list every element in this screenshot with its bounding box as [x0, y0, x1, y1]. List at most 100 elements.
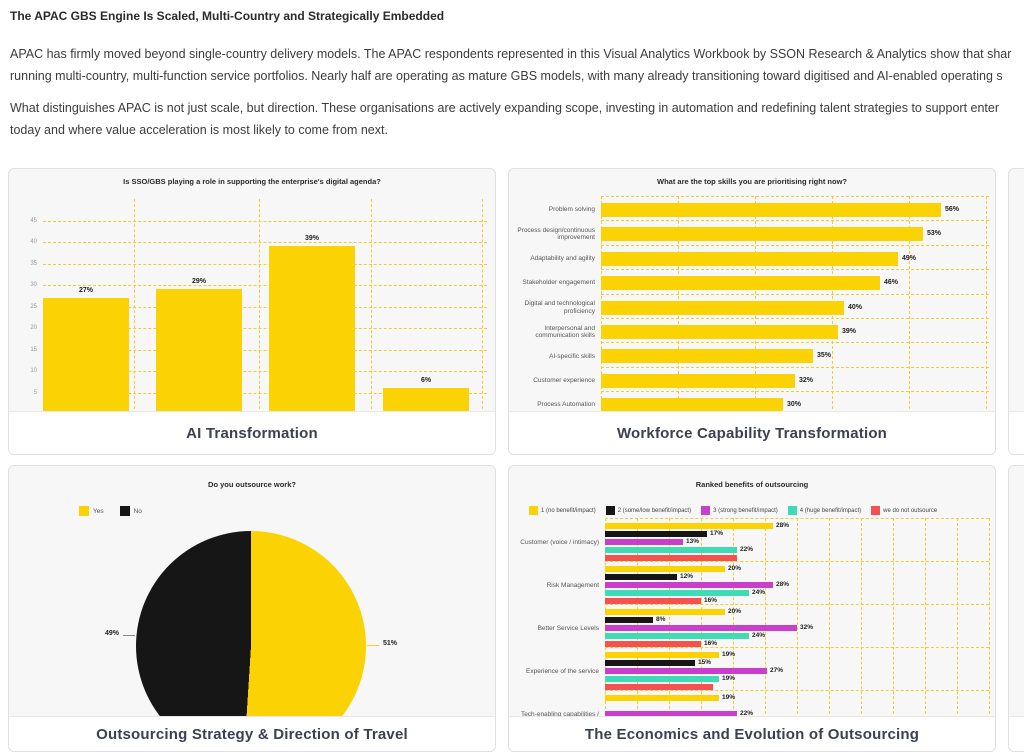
page-heading: The APAC GBS Engine Is Scaled, Multi-Cou… [10, 9, 445, 23]
bar[interactable] [605, 711, 737, 717]
bar[interactable] [605, 582, 773, 588]
category-label: Digital and technological proficiency [524, 300, 595, 315]
bar[interactable] [601, 300, 844, 315]
bar[interactable] [605, 566, 725, 572]
bar[interactable] [601, 276, 880, 291]
chart-title: What are the top skills you are prioriti… [656, 177, 848, 186]
bar-value-label: 39% [842, 328, 857, 335]
bar[interactable] [605, 676, 719, 682]
grid-line-v [893, 518, 894, 719]
category-label: Risk Management [546, 582, 599, 590]
bar[interactable] [605, 574, 677, 580]
bar-value-label: 53% [927, 230, 942, 238]
bar[interactable] [383, 388, 469, 414]
slice-value-label: 51% [383, 640, 398, 647]
bar[interactable] [605, 547, 737, 553]
chart-card-workforce-capability: What are the top skills you are prioriti… [508, 168, 996, 455]
pie-chart[interactable] [136, 531, 366, 719]
legend-item[interactable]: 3 (strong benefit/impact) [701, 506, 778, 515]
chart-card-partial-bottom-right [1008, 465, 1024, 752]
grid-line-h [601, 366, 989, 368]
grid-line-h [43, 306, 487, 308]
bar-value-label: 20% [728, 565, 742, 572]
legend-label: No [133, 507, 142, 515]
bar[interactable] [601, 398, 783, 413]
chart-card-ai-transformation: Is SSO/GBS playing a role in supporting … [8, 168, 496, 455]
bar[interactable] [269, 246, 355, 414]
bar-chart-digital-agenda: Is SSO/GBS playing a role in supporting … [9, 169, 495, 414]
bar-value-label: 6% [420, 377, 432, 384]
bar[interactable] [605, 684, 713, 690]
bar[interactable] [605, 590, 749, 596]
bar-value-label: 46% [884, 279, 899, 287]
bar[interactable] [605, 598, 701, 604]
bar-value-label: 19% [722, 675, 736, 682]
legend-swatch [701, 506, 711, 515]
paragraph-line: running multi-country, multi-function se… [10, 69, 1003, 83]
legend-item[interactable]: 1 (no benefit/impact) [529, 506, 596, 515]
bar[interactable] [605, 695, 719, 701]
paragraph-line: APAC has firmly moved beyond single-coun… [10, 47, 1012, 61]
bar-value-label: 24% [752, 632, 766, 639]
category-label: Process design/continuous improvement [517, 226, 595, 242]
bar-value-label: 40% [848, 303, 863, 311]
chart-card-economics-outsourcing: Ranked benefits of outsourcing 1 (no ben… [508, 465, 996, 752]
bar[interactable] [43, 298, 129, 414]
bar[interactable] [605, 609, 725, 615]
bar[interactable] [601, 227, 923, 242]
grid-line-h [601, 391, 989, 393]
legend-item[interactable]: 2 (some/low benefit/impact) [605, 506, 691, 515]
chart-partial [1009, 169, 1024, 414]
bar[interactable] [605, 641, 701, 647]
bar-value-label: 27% [78, 287, 93, 294]
grid-line-v [701, 518, 702, 719]
grid-line-h [601, 293, 989, 295]
card-title: Outsourcing Strategy & Direction of Trav… [96, 725, 408, 743]
bar[interactable] [605, 555, 737, 561]
chart-title: Do you outsource work? [208, 480, 296, 489]
bar[interactable] [605, 523, 773, 529]
bar[interactable] [601, 373, 795, 388]
grid-line-v [259, 199, 260, 414]
bar[interactable] [605, 660, 695, 666]
bar[interactable] [605, 652, 719, 658]
category-label: Experience of the service [526, 668, 599, 676]
bar-value-label: 15% [698, 659, 712, 666]
paragraph-line: today and where value acceleration is mo… [10, 123, 388, 137]
legend-swatch [871, 506, 881, 515]
grid-line-v [669, 518, 670, 719]
grid-line-v [371, 199, 372, 414]
legend-item[interactable]: No [119, 506, 142, 516]
bar[interactable] [605, 539, 683, 545]
legend-item[interactable]: Yes [79, 506, 104, 516]
card-footer: The Economics and Evolution of Outsourci… [509, 716, 995, 751]
bar[interactable] [605, 668, 767, 674]
category-label: Adaptability and agility [530, 255, 595, 263]
grouped-hbar-chart-ranked-benefits: Ranked benefits of outsourcing 1 (no ben… [509, 466, 995, 719]
grid-line-h [605, 604, 989, 605]
bar[interactable] [605, 625, 797, 631]
bar[interactable] [605, 531, 707, 537]
bar[interactable] [601, 203, 941, 217]
bar[interactable] [601, 251, 898, 266]
bar[interactable] [156, 289, 242, 414]
bar[interactable] [605, 617, 653, 623]
card-title: The Economics and Evolution of Outsourci… [584, 725, 920, 743]
category-label: Stakeholder engagement [522, 279, 595, 287]
bar[interactable] [601, 325, 838, 339]
legend-label: Yes [93, 507, 104, 515]
bar-value-label: 20% [728, 608, 742, 615]
bar[interactable] [605, 633, 749, 639]
category-label: Problem solving [548, 206, 595, 214]
grid-line-v [989, 518, 990, 719]
legend-swatch [119, 506, 130, 516]
grid-line-h [601, 342, 989, 344]
bar[interactable] [601, 349, 813, 364]
card-title: Workforce Capability Transformation [616, 424, 888, 442]
grid-line-v [986, 196, 987, 414]
grid-line-v [909, 196, 910, 414]
legend-item[interactable]: we do not outsource [871, 506, 937, 515]
card-title: AI Transformation [186, 424, 318, 442]
legend-item[interactable]: 4 (huge benefit/impact) [787, 506, 861, 515]
